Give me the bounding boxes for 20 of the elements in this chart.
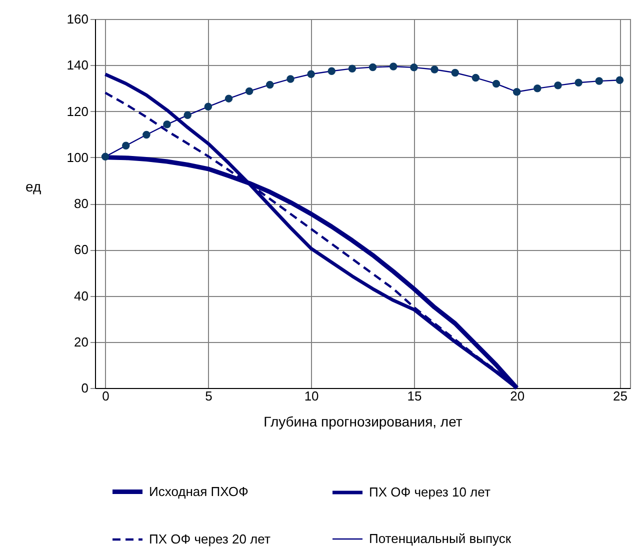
- legend-label: ПХ ОФ через 10 лет: [369, 484, 490, 500]
- legend-label: ПХ ОФ через 20 лет: [149, 532, 270, 546]
- x-axis-title: Глубина прогнозирования, лет: [264, 414, 463, 430]
- y-tick-label: 40: [74, 288, 88, 304]
- x-tick-label: 5: [205, 388, 212, 404]
- y-tick-label: 160: [66, 12, 88, 26]
- y-tick-label: 80: [74, 196, 88, 211]
- x-tick-label: 25: [612, 388, 628, 404]
- y-tick-label: 20: [74, 334, 88, 350]
- legend-label: Потенциальный выпуск: [369, 531, 512, 546]
- y-tick-label: 120: [66, 104, 88, 119]
- legend-label: Исходная ПХОФ: [149, 484, 248, 499]
- y-tick-label: 60: [74, 242, 88, 258]
- x-tick-label: 15: [407, 388, 422, 404]
- y-tick-label: 100: [66, 150, 88, 165]
- x-tick-label: 20: [510, 388, 525, 404]
- y-axis-title: ед: [26, 178, 42, 194]
- x-tick-label: 0: [102, 388, 110, 404]
- y-tick-label: 140: [66, 58, 88, 73]
- x-tick-label: 10: [304, 388, 319, 404]
